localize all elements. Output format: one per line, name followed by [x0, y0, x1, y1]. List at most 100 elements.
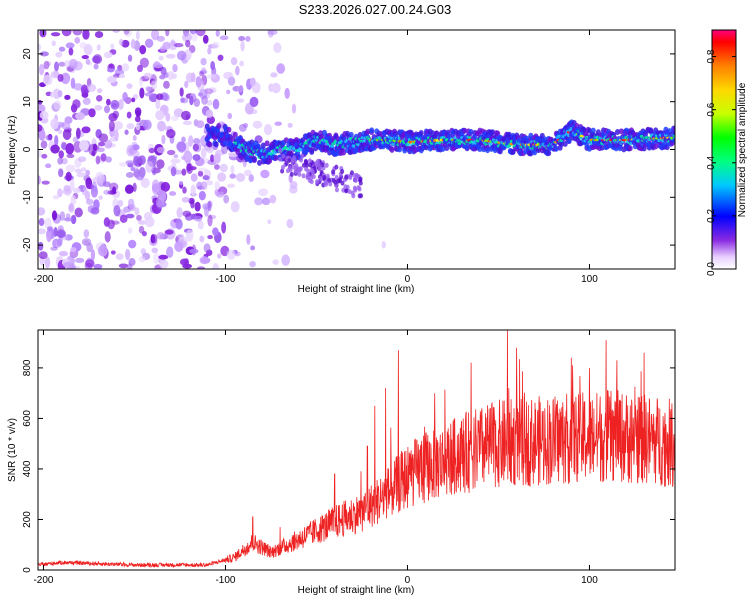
wing-blob — [331, 169, 336, 175]
colorbar: 0.0 0.2 0.4 0.6 0.8 Normalized spectral ampl… — [706, 29, 748, 276]
noise-blob — [102, 181, 111, 188]
noise-blob — [91, 181, 98, 193]
noise-blob — [50, 71, 60, 79]
noise-blob — [41, 153, 48, 159]
noise-blob — [127, 54, 133, 62]
noise-blob — [96, 88, 103, 94]
noise-blob — [166, 149, 176, 156]
noise-blob — [55, 51, 63, 58]
noise-blob — [54, 61, 59, 72]
noise-blob — [194, 215, 203, 222]
noise-blob — [70, 77, 76, 89]
noise-blob — [165, 53, 176, 59]
noise-blob — [126, 83, 133, 89]
noise-blob — [212, 227, 219, 236]
wing-blob — [319, 176, 324, 182]
noise-blob — [44, 256, 51, 269]
noise-blob — [235, 172, 246, 182]
noise-blob — [52, 195, 60, 200]
noise-blob — [50, 144, 60, 154]
noise-blob — [70, 214, 77, 225]
noise-blob — [38, 129, 46, 141]
noise-blob — [125, 248, 131, 261]
noise-blob — [160, 67, 167, 76]
ridge-blob — [524, 135, 530, 142]
noise-blob — [238, 36, 246, 42]
wing-blob — [323, 181, 328, 187]
noise-blob — [72, 99, 81, 109]
noise-blob — [45, 163, 52, 169]
noise-blob — [38, 149, 43, 159]
wing-blob — [300, 153, 305, 159]
noise-blob — [284, 87, 290, 99]
noise-blob — [131, 97, 136, 103]
noise-blob — [135, 124, 141, 131]
noise-blob — [92, 54, 103, 65]
x-tick-label: -100 — [215, 274, 235, 285]
noise-blob — [94, 145, 100, 150]
noise-blob — [112, 110, 120, 119]
noise-blob — [235, 65, 240, 76]
wing-blob — [308, 162, 313, 168]
wing-blob — [324, 162, 329, 168]
noise-blob — [94, 104, 103, 111]
snr-axes: -200 -100 0 100 0 200 400 600 800 — [22, 330, 675, 586]
noise-blob — [38, 228, 46, 235]
noise-blob — [74, 37, 81, 44]
noise-blob — [216, 253, 222, 259]
noise-blob — [207, 214, 213, 227]
noise-blob — [51, 210, 58, 221]
noise-blob — [214, 164, 220, 170]
wing-blob — [344, 174, 349, 180]
noise-blob — [103, 105, 111, 114]
noise-blob — [174, 241, 184, 252]
noise-blob — [179, 87, 184, 97]
ridge-blob — [477, 145, 483, 152]
noise-blob — [138, 255, 146, 263]
noise-blob — [211, 41, 220, 49]
noise-blob — [78, 156, 87, 163]
noise-blob — [82, 186, 88, 192]
noise-blob — [164, 229, 174, 235]
noise-blob — [126, 111, 132, 119]
noise-blob — [267, 30, 278, 36]
noise-blob — [38, 124, 43, 132]
noise-blob — [151, 247, 158, 254]
noise-blob — [104, 139, 113, 149]
noise-blob — [76, 172, 86, 178]
noise-blob — [271, 82, 281, 94]
ridge-blob — [599, 144, 605, 151]
noise-blob — [45, 134, 53, 141]
noise-blob — [166, 246, 174, 258]
y-tick-label: 0 — [22, 567, 33, 573]
noise-blob — [215, 30, 220, 37]
noise-blob — [104, 231, 111, 243]
wing-blob — [315, 179, 320, 185]
noise-blob — [58, 250, 69, 257]
noise-blob — [79, 42, 87, 49]
ridge-blob — [468, 128, 474, 135]
noise-blob — [249, 77, 256, 87]
noise-blob — [56, 230, 66, 237]
ridge-blob — [283, 137, 289, 144]
ridge-blob — [216, 123, 222, 130]
noise-blob — [103, 189, 111, 195]
noise-blob — [66, 153, 75, 159]
ridge-blob — [614, 129, 620, 136]
wing-blob — [317, 165, 322, 171]
noise-blob — [227, 112, 233, 120]
noise-blob — [132, 134, 137, 141]
noise-blob — [138, 225, 145, 234]
ridge-core — [672, 134, 675, 139]
noise-blob — [96, 94, 103, 102]
noise-blob — [276, 63, 286, 74]
ridge-blob — [207, 141, 213, 148]
noise-blob — [155, 197, 165, 208]
noise-blob — [148, 147, 156, 154]
noise-blob — [217, 172, 227, 182]
noise-blob — [112, 186, 117, 195]
noise-blob — [185, 39, 191, 48]
noise-blob — [38, 43, 42, 51]
noise-blob — [184, 80, 189, 89]
noise-blob — [43, 60, 50, 70]
